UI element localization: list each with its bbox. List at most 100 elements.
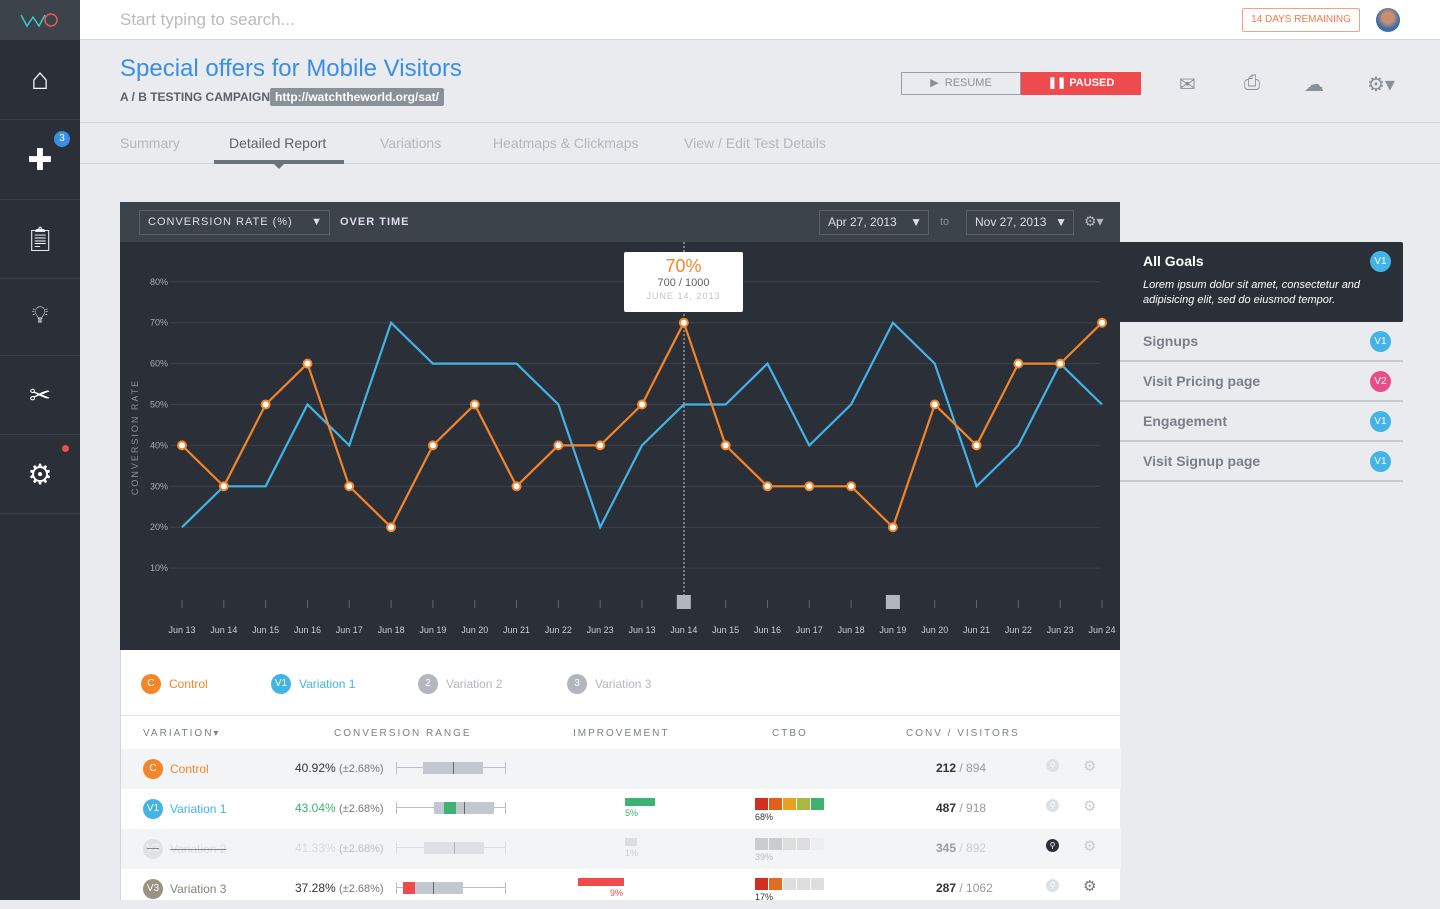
- annotation-comment-icon[interactable]: [885, 595, 900, 609]
- gear-icon[interactable]: ⚙: [1083, 878, 1097, 895]
- data-point[interactable]: [1055, 358, 1066, 369]
- cloud-download-icon[interactable]: ☁: [1304, 74, 1324, 96]
- goal-item[interactable]: Signups V1: [1120, 322, 1403, 362]
- goal-all-goals[interactable]: All Goals V1 Lorem ipsum dolor sit amet,…: [1120, 242, 1403, 322]
- sidebar: ⌂ ✚ 3 📋︎ 💡︎ ✂ ⚙: [0, 0, 80, 900]
- active-tab-arrow: [274, 164, 284, 174]
- gear-icon[interactable]: ⚙: [1083, 838, 1097, 855]
- goal-item[interactable]: Visit Signup page V1: [1120, 442, 1403, 482]
- header-conversion-range: CONVERSION RANGE: [334, 728, 472, 739]
- nav-settings-icon[interactable]: ⚙: [0, 435, 80, 514]
- data-point[interactable]: [469, 399, 480, 410]
- search-icon[interactable]: ⚲: [1046, 799, 1059, 812]
- x-tick-label: Jun 13: [168, 625, 195, 635]
- resume-button[interactable]: ▶ RESUME: [901, 72, 1021, 95]
- rate: 43.04%: [295, 801, 336, 815]
- gear-icon[interactable]: ⚙: [1083, 758, 1097, 775]
- legend-item[interactable]: C Control: [141, 674, 208, 694]
- nav-lightbulb-icon[interactable]: 💡︎: [0, 277, 80, 356]
- tab-edit-test[interactable]: View / Edit Test Details: [684, 135, 826, 151]
- metric-select[interactable]: CONVERSION RATE (%) ▼: [139, 210, 330, 235]
- campaign-url[interactable]: http://watchtheworld.org/sat/: [270, 88, 444, 106]
- variation-cell: V2 Variation 2: [143, 839, 226, 859]
- rate: 41.33%: [295, 841, 336, 855]
- legend-item[interactable]: 2 Variation 2: [418, 674, 502, 694]
- search-icon[interactable]: ⚲: [1046, 879, 1059, 892]
- data-point[interactable]: [804, 481, 815, 492]
- data-point[interactable]: [427, 440, 438, 451]
- x-tick-label: Jun 16: [294, 625, 321, 635]
- data-point[interactable]: [846, 481, 857, 492]
- goal-item[interactable]: Engagement V1: [1120, 402, 1403, 442]
- avatar[interactable]: [1376, 8, 1400, 32]
- goal-title: All Goals: [1143, 253, 1204, 269]
- data-point[interactable]: [553, 440, 564, 451]
- data-point[interactable]: [678, 317, 689, 328]
- y-tick-label: 50%: [150, 400, 168, 410]
- table-row[interactable]: V3 Variation 3 37.28% (±2.68%) 9% 17% 287 /…: [121, 869, 1121, 909]
- chevron-down-icon: ▼: [1055, 215, 1067, 229]
- chart-settings-icon[interactable]: ⚙▾: [1084, 213, 1104, 229]
- days-remaining-button[interactable]: 14 DAYS REMAINING: [1242, 8, 1360, 32]
- data-point[interactable]: [177, 440, 187, 451]
- search-icon[interactable]: ⚲: [1046, 759, 1059, 772]
- gear-icon[interactable]: ⚙: [1083, 798, 1097, 815]
- variation-badge: V3: [143, 879, 163, 899]
- y-tick-label: 30%: [150, 481, 168, 491]
- active-tab-indicator: [214, 160, 344, 164]
- data-point[interactable]: [720, 440, 731, 451]
- legend-item[interactable]: V1 Variation 1: [271, 674, 355, 694]
- logo[interactable]: [0, 0, 80, 40]
- ctbo-value: 68%: [755, 812, 774, 822]
- tab-summary[interactable]: Summary: [120, 135, 180, 151]
- search-input[interactable]: [120, 8, 620, 32]
- search-icon[interactable]: ⚲: [1046, 839, 1059, 852]
- date-to-select[interactable]: Nov 27, 2013 ▼: [966, 210, 1074, 235]
- header-improvement: IMPROVEMENT: [573, 728, 670, 739]
- table-row[interactable]: C Control 40.92% (±2.68%) 212 / 894 ⚲ ⚙: [121, 749, 1121, 789]
- range: (±2.68%): [339, 763, 384, 775]
- data-point[interactable]: [386, 522, 397, 533]
- nav-home-icon[interactable]: ⌂: [0, 41, 80, 120]
- data-point[interactable]: [1097, 317, 1107, 328]
- annotation-add-icon[interactable]: [676, 595, 691, 609]
- data-point[interactable]: [218, 481, 229, 492]
- data-point[interactable]: [1013, 358, 1024, 369]
- goal-label: Signups: [1143, 333, 1199, 349]
- paused-button[interactable]: ❚❚ PAUSED: [1021, 72, 1141, 95]
- nav-tools-icon[interactable]: ✂: [0, 356, 80, 435]
- alert-dot: [62, 445, 69, 452]
- x-tick-label: Jun 20: [461, 625, 488, 635]
- nav-add-icon[interactable]: ✚: [0, 121, 80, 200]
- conv-visitors: 487 / 918: [936, 801, 986, 815]
- data-point[interactable]: [260, 399, 271, 410]
- data-point[interactable]: [595, 440, 606, 451]
- tab-heatmaps[interactable]: Heatmaps & Clickmaps: [493, 135, 639, 151]
- nav-clipboard-icon[interactable]: 📋︎: [0, 200, 80, 279]
- data-point[interactable]: [344, 481, 355, 492]
- legend-badge: 3: [567, 674, 587, 694]
- conversions: 287: [936, 881, 957, 895]
- tab-detailed-report[interactable]: Detailed Report: [229, 135, 327, 151]
- data-point[interactable]: [637, 399, 647, 410]
- tab-variations[interactable]: Variations: [380, 135, 442, 151]
- sort-down-icon: ▾: [213, 728, 221, 739]
- data-point[interactable]: [929, 399, 940, 410]
- data-point[interactable]: [971, 440, 982, 451]
- date-from-select[interactable]: Apr 27, 2013 ▼: [819, 210, 929, 235]
- goal-item[interactable]: Visit Pricing page V2: [1120, 362, 1403, 402]
- table-row[interactable]: V1 Variation 1 43.04% (±2.68%) 5% 68% 487 /…: [121, 789, 1121, 829]
- print-icon[interactable]: ⎙: [1244, 72, 1260, 94]
- legend-item[interactable]: 3 Variation 3: [567, 674, 651, 694]
- data-point[interactable]: [511, 481, 522, 492]
- data-point[interactable]: [302, 358, 313, 369]
- email-icon[interactable]: ✉: [1179, 74, 1196, 96]
- tabs: Summary Detailed Report Variations Heatm…: [80, 122, 1440, 169]
- gear-dropdown-icon[interactable]: ⚙▾: [1367, 74, 1395, 96]
- data-point[interactable]: [887, 522, 898, 533]
- table-row[interactable]: V2 Variation 2 41.33% (±2.68%) 1% 39% 345 /…: [121, 829, 1121, 869]
- over-time-label: OVER TIME: [340, 216, 410, 228]
- tooltip-ratio: 700 / 1000: [657, 277, 710, 289]
- data-point[interactable]: [762, 481, 773, 492]
- header-variation[interactable]: VARIATION▾: [143, 728, 220, 739]
